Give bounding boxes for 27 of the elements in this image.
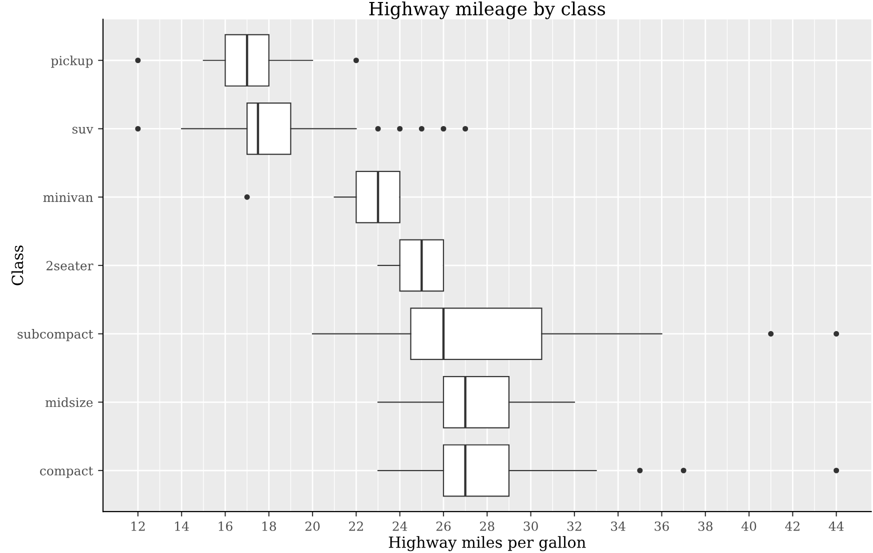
y-tick-label: minivan (43, 192, 93, 202)
x-tick-label: 22 (349, 521, 363, 531)
x-tick-label: 20 (305, 521, 320, 531)
x-tick-label: 38 (698, 521, 712, 531)
x-tick-label: 36 (654, 521, 669, 531)
x-tick-label: 26 (436, 521, 451, 531)
x-tick-label: 40 (741, 521, 756, 531)
x-tick-label: 14 (175, 521, 189, 531)
x-tick-label: 42 (785, 521, 800, 531)
x-axis-title: Highway miles per gallon (388, 536, 586, 552)
x-tick-label: 34 (611, 521, 626, 531)
x-tick-label: 30 (524, 521, 538, 531)
x-tick-label: 44 (828, 521, 844, 531)
y-tick-label: 2seater (46, 260, 94, 270)
x-tick-label: 32 (567, 521, 582, 531)
y-tick-label: suv (72, 126, 94, 134)
chart-title: Highway mileage by class (369, 1, 606, 20)
y-tick-label: pickup (51, 56, 93, 68)
y-tick-label: compact (40, 466, 94, 478)
y-axis-title: Class (11, 246, 24, 286)
x-tick-label: 12 (132, 521, 145, 531)
y-tick-label: midsize (45, 397, 93, 408)
x-tick-label: 28 (480, 521, 494, 531)
y-tick-label: subcompact (18, 329, 94, 342)
x-tick-label: 18 (262, 521, 276, 531)
x-tick-label: 24 (392, 521, 408, 531)
x-tick-label: 16 (218, 521, 232, 531)
